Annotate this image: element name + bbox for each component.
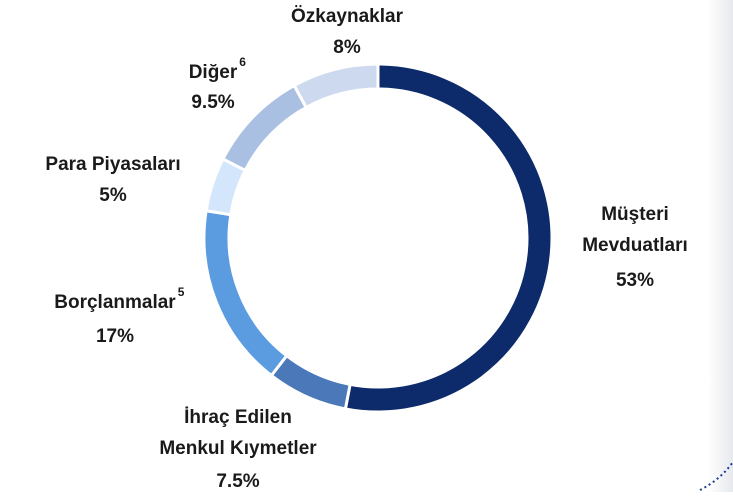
donut-segment bbox=[220, 83, 309, 173]
category-label: Borçlanmalar bbox=[54, 292, 176, 313]
value-label: 7.5% bbox=[216, 471, 259, 492]
category-label: Müşteri bbox=[601, 204, 669, 225]
category-label: Mevduatları bbox=[582, 235, 688, 256]
decor-dots bbox=[699, 461, 733, 491]
value-label: 17% bbox=[96, 326, 134, 347]
value-label: 9.5% bbox=[191, 92, 234, 113]
category-label: Para Piyasaları bbox=[45, 154, 180, 175]
donut-segment bbox=[202, 209, 289, 378]
category-label: İhraç Edilen bbox=[184, 407, 292, 428]
category-label: Diğer bbox=[189, 62, 238, 83]
category-label: Özkaynaklar bbox=[291, 6, 404, 27]
value-label: 53% bbox=[616, 270, 654, 291]
category-label: Menkul Kıymetler bbox=[159, 438, 317, 459]
value-label: 5% bbox=[99, 185, 127, 206]
footnote-mark: 5 bbox=[178, 285, 185, 299]
value-label: 8% bbox=[333, 37, 361, 58]
donut-segment bbox=[343, 62, 554, 414]
footnote-mark: 6 bbox=[239, 55, 246, 69]
donut-segment bbox=[292, 62, 380, 110]
donut-segment bbox=[269, 353, 352, 411]
edge-shade bbox=[708, 0, 733, 492]
